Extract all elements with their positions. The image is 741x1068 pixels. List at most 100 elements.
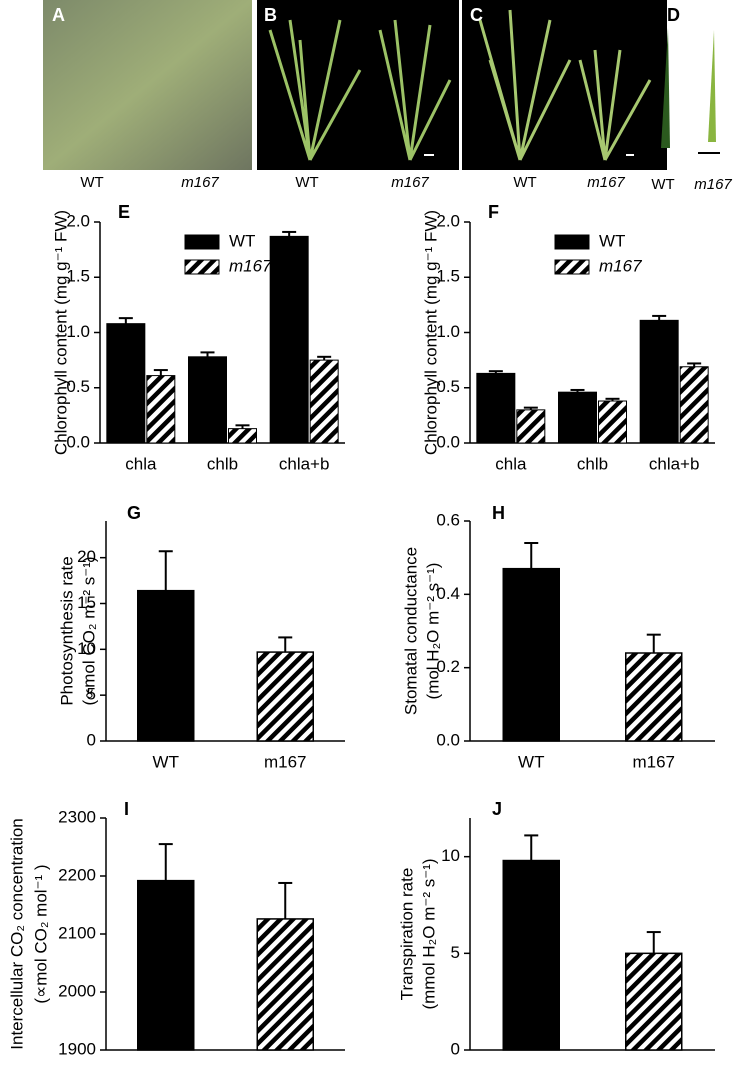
panel-label: H [492, 503, 505, 523]
y-axis-label: Photosynthesis rate [57, 556, 76, 705]
legend-label: WT [599, 231, 625, 250]
panel-label: J [492, 799, 502, 819]
y-axis-label: Chlorophyll content (mg g⁻¹ FW) [421, 210, 440, 455]
panel-label: I [124, 799, 129, 819]
genotype-label: m167 [181, 174, 219, 191]
bar [137, 879, 195, 1051]
y-axis-label: (mmol H₂O m⁻² s⁻¹) [419, 858, 438, 1009]
chart-panel: G Photosynthesis rate (∝mol CO₂ m⁻² s⁻¹) 0 5… [57, 503, 345, 771]
bar [679, 366, 709, 444]
y-tick-label: 0.4 [436, 584, 460, 603]
chart-panel: J Transpiration rate (mmol H₂O m⁻² s⁻¹) 0 5 1… [397, 799, 715, 1068]
panel-label: D [667, 5, 680, 25]
panel-label: C [470, 5, 483, 25]
genotype-label: WT [651, 176, 674, 193]
x-tick-label: chla+b [649, 454, 700, 473]
legend-swatch [184, 259, 220, 275]
bar [516, 409, 546, 444]
y-tick-label: 1.0 [66, 322, 90, 341]
bar [625, 652, 683, 742]
bar [502, 859, 560, 1051]
bar [309, 359, 339, 444]
y-tick-label: 0 [87, 730, 96, 749]
y-tick-label: 0.5 [436, 377, 460, 396]
y-axis-label: (∝mol CO₂ mol⁻¹ ) [31, 864, 50, 1003]
bar [256, 918, 314, 1051]
leaf [661, 28, 670, 148]
genotype-label: m167 [587, 174, 625, 191]
y-axis-label: (mol H₂O m⁻² s⁻¹) [423, 563, 442, 700]
y-tick-label: 2100 [58, 923, 96, 942]
photo-panels [43, 0, 720, 170]
y-tick-label: 1.5 [66, 267, 90, 286]
x-tick-label: chla+b [279, 454, 330, 473]
y-axis-label: Chlorophyll content (mg g⁻¹ FW) [51, 210, 70, 455]
legend-label: WT [229, 231, 255, 250]
legend-swatch [554, 234, 590, 250]
y-tick-label: 0.5 [66, 377, 90, 396]
genotype-label: WT [295, 174, 318, 191]
bar [256, 651, 314, 742]
photo [43, 0, 252, 170]
chart-panel: F Chlorophyll content (mg g⁻¹ FW)0.0 0.5 1.… [421, 202, 715, 473]
y-tick-label: 1.5 [436, 267, 460, 286]
y-tick-label: 0 [451, 1039, 460, 1058]
y-tick-label: 20 [77, 547, 96, 566]
bar [137, 589, 195, 742]
y-tick-label: 5 [451, 943, 460, 962]
bar [106, 323, 146, 444]
y-tick-label: 0.2 [436, 657, 460, 676]
y-tick-label: 2.0 [436, 211, 460, 230]
legend-label: m167 [229, 256, 272, 275]
x-tick-label: m167 [264, 752, 307, 771]
bar [228, 428, 257, 444]
legend-label: m167 [599, 256, 642, 275]
y-tick-label: 2200 [58, 865, 96, 884]
bar [625, 952, 683, 1051]
bar [598, 400, 627, 444]
bar [558, 391, 597, 444]
y-axis-label: Intercellular CO₂ concentration [7, 818, 26, 1049]
plant [478, 9, 652, 161]
genotype-label: WT [80, 174, 103, 191]
x-tick-label: chla [125, 454, 157, 473]
y-axis-label: (∝mol CO₂ m⁻² s⁻¹) [79, 556, 98, 705]
plant [268, 19, 452, 161]
x-tick-label: chlb [577, 454, 608, 473]
y-tick-label: 1.0 [436, 322, 460, 341]
legend-swatch [184, 234, 220, 250]
panel-label: E [118, 202, 130, 222]
x-tick-label: WT [518, 752, 544, 771]
photo [462, 0, 667, 170]
chart-panel: E Chlorophyll content (mg g⁻¹ FW)0.0 0.5 1.… [51, 202, 345, 473]
x-tick-label: chla [495, 454, 527, 473]
panel-label: F [488, 202, 499, 222]
bar [639, 319, 679, 444]
y-tick-label: 2300 [58, 807, 96, 826]
panel-label: B [264, 5, 277, 25]
y-axis-label: Stomatal conductance [401, 547, 420, 715]
x-tick-label: chlb [207, 454, 238, 473]
y-tick-label: 0.0 [66, 432, 90, 451]
y-tick-label: 0.6 [436, 510, 460, 529]
chart-panel: I Intercellular CO₂ concentration (∝mol CO… [7, 799, 345, 1068]
y-tick-label: 5 [87, 685, 96, 704]
genotype-label: m167 [391, 174, 429, 191]
genotype-label: m167 [694, 176, 732, 193]
bar [188, 356, 227, 444]
y-tick-label: 0.0 [436, 432, 460, 451]
y-tick-label: 10 [441, 846, 460, 865]
genotype-label: WT [513, 174, 536, 191]
y-axis-label: Transpiration rate [397, 868, 416, 1001]
y-tick-label: 2.0 [66, 211, 90, 230]
bar [502, 567, 560, 742]
y-tick-label: 0.0 [436, 730, 460, 749]
legend-swatch [554, 259, 590, 275]
leaf [708, 30, 716, 142]
bar [269, 235, 309, 444]
y-tick-label: 10 [77, 639, 96, 658]
y-tick-label: 2000 [58, 981, 96, 1000]
bar [146, 375, 176, 444]
